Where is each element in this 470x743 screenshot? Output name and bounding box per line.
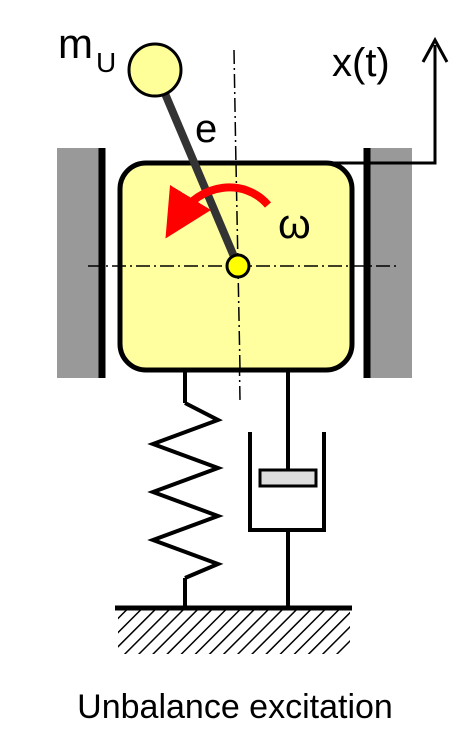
left-guide-wall [57,148,99,378]
eccentricity-arm [151,66,242,270]
unbalance-mass [127,42,183,98]
mass-label: m [58,20,93,67]
curved-arrow-icon [165,183,272,239]
rotation-center [225,253,251,279]
up-arrow-icon [421,36,449,63]
spring [147,401,224,580]
eccentricity-label: e [195,107,217,151]
damper-piston [258,468,318,488]
displacement-label: x(t) [332,41,390,85]
omega-label: ω [278,200,311,247]
displacement-reference-line [320,45,437,165]
right-guide-wall [370,148,412,378]
ground-hatch [118,610,350,654]
mass-subscript-label: U [96,47,116,78]
caption: Unbalance excitation [77,688,393,726]
